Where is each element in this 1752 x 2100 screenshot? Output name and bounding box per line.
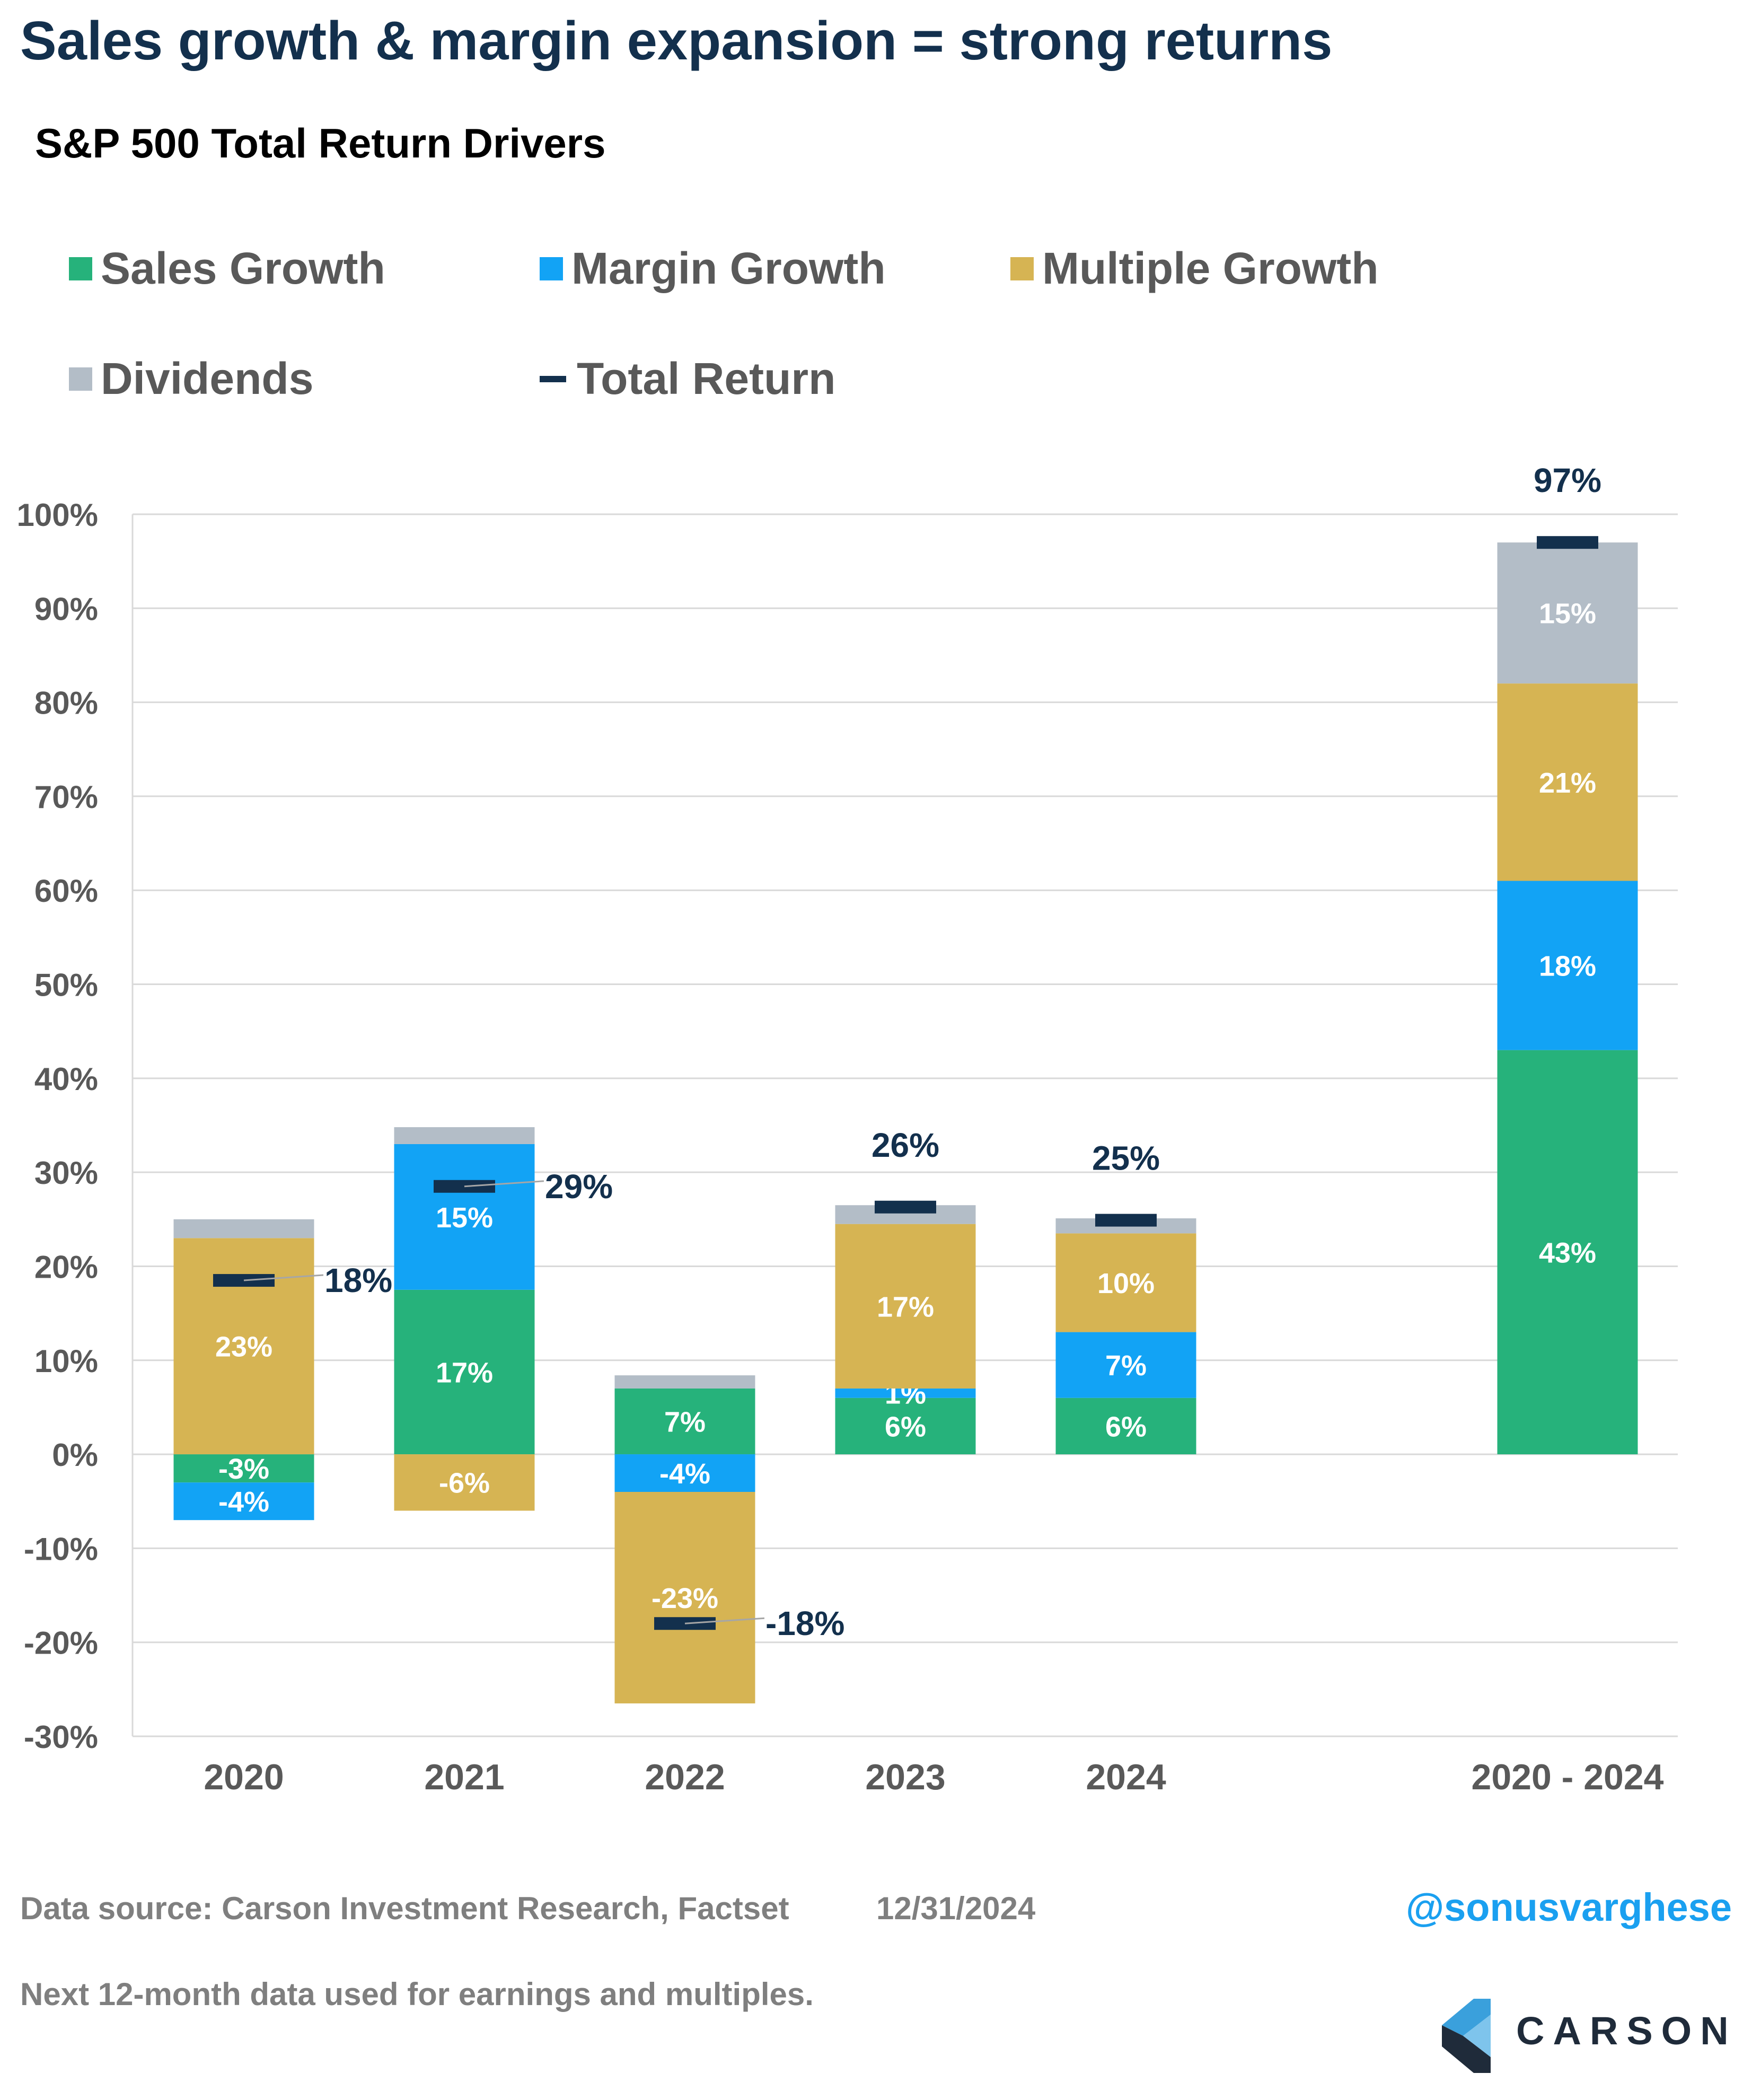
x-tick-label: 2024 — [1086, 1757, 1166, 1797]
legend-label-multiple-growth: Multiple Growth — [1042, 243, 1379, 293]
data-label: 43% — [1539, 1237, 1596, 1269]
stacked-bar-chart: 100% 90% 80% 70% 60% 50% 40% 30% 20% 10% 0% -10% -20… — [17, 461, 1678, 1797]
y-tick-label: 100% — [17, 497, 98, 533]
bar-segment — [173, 1219, 314, 1238]
legend-label-total-return: Total Return — [577, 354, 836, 403]
bar-segment — [1055, 1233, 1196, 1332]
legend-item-total-return: Total Return — [540, 353, 835, 405]
bar-segment — [614, 1388, 755, 1455]
legend-label-dividends: Dividends — [101, 354, 314, 403]
bar-segment — [1497, 1050, 1638, 1455]
bar-segment — [394, 1454, 535, 1511]
y-tick-label: 70% — [34, 779, 98, 815]
bar-segment — [394, 1144, 535, 1290]
legend-item-margin-growth: Margin Growth — [540, 243, 886, 294]
data-label: 17% — [877, 1291, 934, 1323]
data-label: 6% — [1105, 1411, 1147, 1443]
bar-segment — [394, 1289, 535, 1455]
data-date: 12/31/2024 — [876, 1891, 1036, 1926]
bar-segment — [173, 1454, 314, 1483]
y-tick-label: 40% — [34, 1061, 98, 1097]
bar-segment — [1497, 683, 1638, 881]
data-label: 7% — [1105, 1350, 1147, 1382]
carson-logo-text: CARSON — [1516, 2009, 1737, 2053]
data-label: -6% — [439, 1468, 490, 1499]
legend-swatch-sales-growth — [69, 257, 92, 280]
bar-segment — [1055, 1332, 1196, 1398]
y-tick-label: -10% — [24, 1531, 98, 1567]
x-tick-label: 2020 — [204, 1757, 284, 1797]
bar-segment — [1497, 542, 1638, 684]
leader-line — [464, 1180, 544, 1188]
bar-segment — [614, 1492, 755, 1703]
y-tick-label: 80% — [34, 686, 98, 721]
data-label: 7% — [664, 1406, 706, 1438]
total-return-label: 18% — [324, 1261, 392, 1299]
legend-item-dividends: Dividends — [69, 353, 313, 405]
x-tick-label: 2023 — [865, 1757, 945, 1797]
legend-label-sales-growth: Sales Growth — [101, 243, 385, 293]
y-tick-label: 90% — [34, 591, 98, 627]
y-tick-label: 0% — [52, 1437, 98, 1473]
total-return-marker — [875, 1200, 936, 1214]
legend-swatch-total-return — [540, 375, 566, 382]
y-tick-label: -30% — [24, 1719, 98, 1755]
bar-segment — [394, 1127, 535, 1144]
data-source-note: Data source: Carson Investment Research,… — [20, 1891, 789, 1926]
legend-swatch-margin-growth — [540, 257, 563, 280]
data-label: 15% — [1539, 598, 1596, 630]
y-tick-label: 20% — [34, 1249, 98, 1285]
x-tick-label: 2022 — [645, 1757, 725, 1797]
data-label: 15% — [436, 1202, 493, 1234]
chart-title: Sales growth & margin expansion = strong… — [20, 10, 1333, 71]
bar-segment — [835, 1224, 976, 1389]
data-label: 17% — [436, 1357, 493, 1389]
total-return-label: -18% — [765, 1604, 844, 1642]
total-return-label: 26% — [871, 1126, 939, 1164]
author-handle: @sonusvarghese — [1405, 1885, 1732, 1929]
bar-segment — [173, 1482, 314, 1521]
y-tick-label: 50% — [34, 968, 98, 1003]
bar-segment — [835, 1388, 976, 1398]
data-label: -23% — [652, 1583, 718, 1614]
methodology-note: Next 12-month data used for earnings and… — [20, 1976, 814, 2012]
leader-line — [243, 1274, 324, 1281]
bar-segment — [1497, 881, 1638, 1050]
y-tick-label: -20% — [24, 1625, 98, 1661]
data-label: 10% — [1097, 1268, 1155, 1299]
bar-segment — [1055, 1398, 1196, 1455]
total-return-label: 97% — [1534, 461, 1601, 499]
data-label: -4% — [218, 1486, 269, 1518]
x-tick-label: 2020 - 2024 — [1472, 1757, 1664, 1797]
total-return-label: 29% — [545, 1167, 613, 1206]
legend-item-multiple-growth: Multiple Growth — [1010, 243, 1379, 294]
total-return-marker — [1537, 536, 1598, 549]
legend-swatch-multiple-growth — [1010, 257, 1034, 280]
legend-label-margin-growth: Margin Growth — [571, 243, 886, 293]
chart-subtitle: S&P 500 Total Return Drivers — [35, 120, 606, 166]
y-tick-label: 60% — [34, 873, 98, 909]
y-tick-label: 10% — [34, 1343, 98, 1379]
data-label: 23% — [215, 1331, 272, 1363]
legend-item-sales-growth: Sales Growth — [69, 243, 385, 294]
total-return-label: 25% — [1092, 1139, 1160, 1178]
bar-segment — [835, 1398, 976, 1455]
x-tick-label: 2021 — [424, 1757, 504, 1797]
data-label: -4% — [659, 1458, 710, 1490]
data-label: 18% — [1539, 951, 1596, 982]
total-return-marker — [1095, 1214, 1157, 1227]
bar-segment — [614, 1454, 755, 1492]
data-label: 6% — [885, 1411, 926, 1443]
leader-line — [684, 1617, 765, 1624]
data-label: 21% — [1539, 767, 1596, 799]
carson-logo-icon — [1442, 1999, 1491, 2073]
data-label: -3% — [218, 1453, 269, 1485]
bar-segment — [614, 1375, 755, 1389]
legend-swatch-dividends — [69, 367, 92, 391]
y-tick-label: 30% — [34, 1155, 98, 1191]
